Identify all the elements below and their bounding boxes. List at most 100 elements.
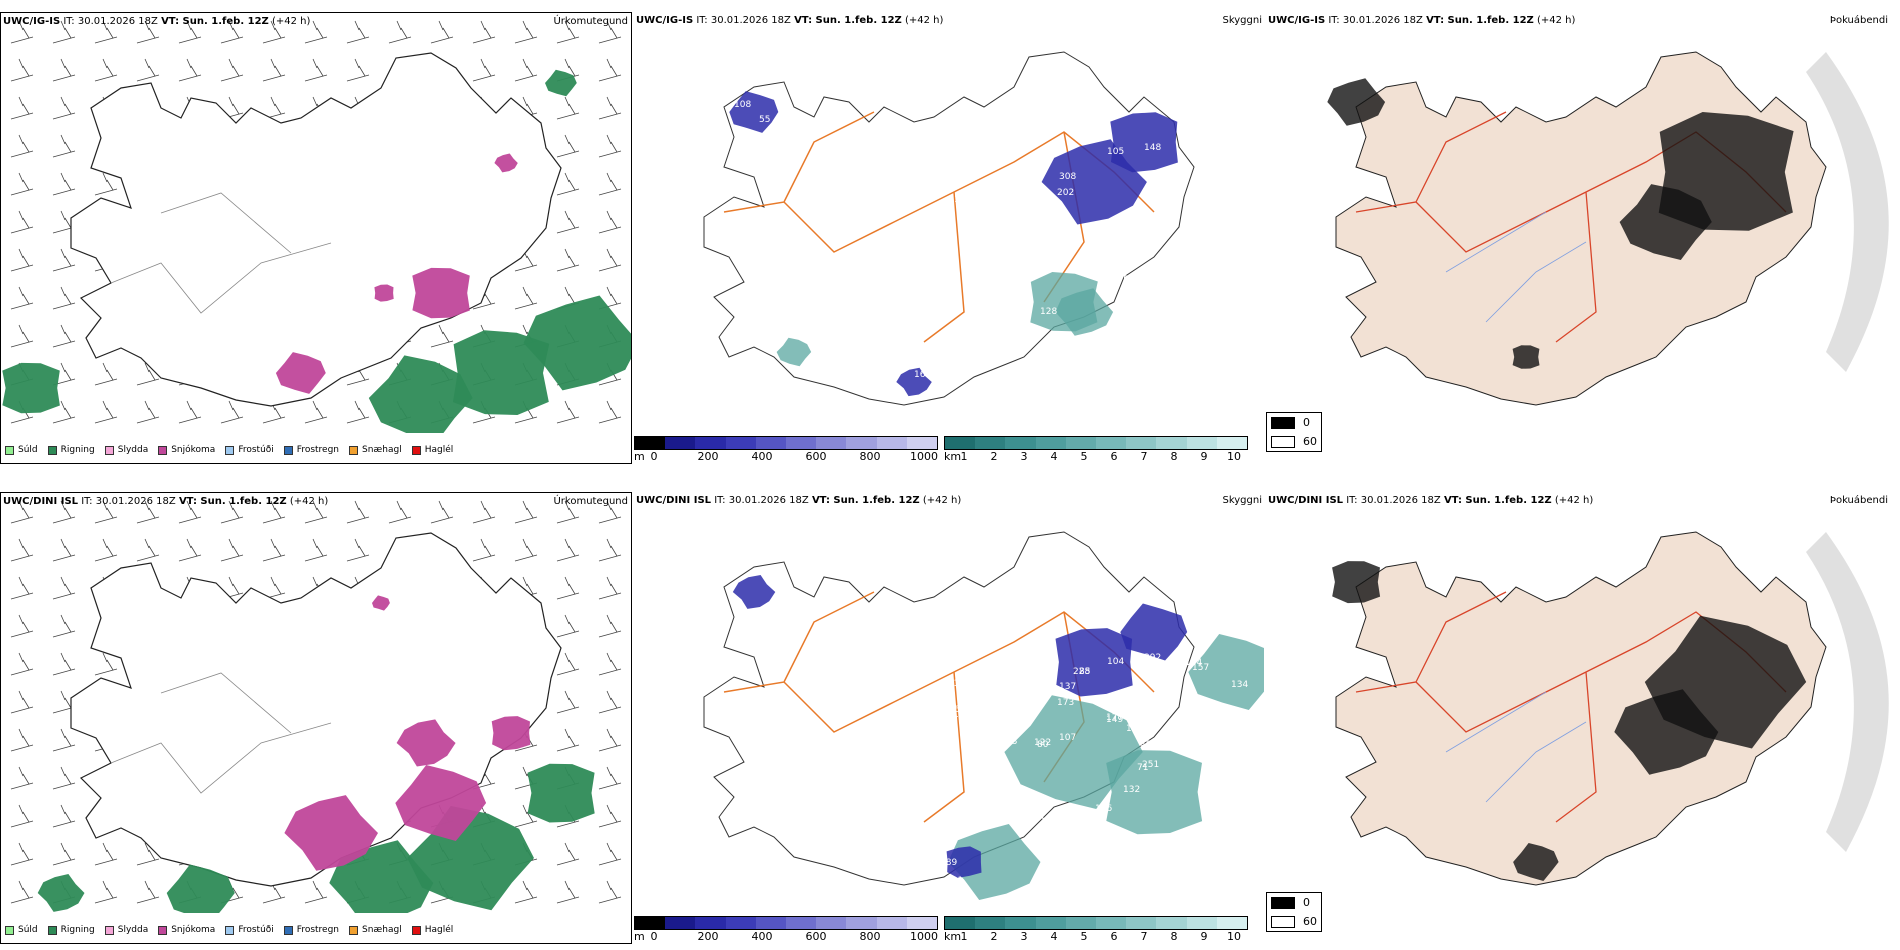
wind-barb bbox=[10, 652, 34, 676]
rain-area bbox=[527, 763, 595, 823]
legend-swatch bbox=[5, 445, 14, 455]
rivers bbox=[1445, 211, 1587, 323]
colorbar-segment bbox=[846, 917, 877, 929]
legend-label: Rigning bbox=[60, 925, 95, 935]
wind-barb bbox=[514, 804, 538, 828]
legend-swatch bbox=[225, 925, 235, 935]
legend-label: Frostregn bbox=[296, 925, 340, 935]
wind-barb bbox=[220, 500, 244, 524]
colorbar-segment bbox=[1005, 917, 1036, 929]
iceland-coastline bbox=[703, 531, 1195, 886]
colorbar-segment bbox=[1126, 917, 1157, 929]
wind-barb bbox=[136, 58, 160, 82]
legend-item: Snæhagl bbox=[349, 925, 402, 935]
colorbar-segment bbox=[1096, 437, 1127, 449]
ceiling-label: 189 bbox=[940, 858, 957, 868]
scale-tick: 6 bbox=[1110, 450, 1118, 463]
legend-item: Slydda bbox=[104, 445, 148, 455]
wind-barb bbox=[52, 652, 76, 676]
wind-barb bbox=[556, 842, 580, 866]
wind-barb bbox=[178, 538, 202, 562]
wind-barb bbox=[598, 538, 622, 562]
ceiling-label: 157 bbox=[952, 894, 969, 904]
scale-tick: 10 bbox=[1227, 450, 1241, 463]
legend-label: Snjókoma bbox=[171, 925, 216, 935]
legend-item: Súld bbox=[5, 445, 38, 455]
wind-barb bbox=[10, 842, 34, 866]
wind-barb bbox=[598, 58, 622, 82]
panel-title: UWC/IG-IS IT: 30.01.2026 18Z VT: Sun. 1.… bbox=[636, 15, 944, 26]
colorbar-segment bbox=[695, 917, 726, 929]
wind-barb bbox=[598, 652, 622, 676]
rain-area bbox=[166, 864, 235, 913]
wind-barb bbox=[136, 362, 160, 386]
wind-barb bbox=[388, 20, 412, 44]
scale-tick: 4 bbox=[1050, 450, 1058, 463]
colorbar-segment bbox=[975, 437, 1006, 449]
wind-barb bbox=[598, 728, 622, 752]
colorbar-segment bbox=[816, 437, 847, 449]
wind-barb bbox=[598, 400, 622, 424]
ceiling-label: 55 bbox=[759, 115, 770, 125]
wind-barb bbox=[304, 880, 328, 904]
legend-label: Slydda bbox=[117, 925, 149, 935]
rain-area bbox=[452, 330, 550, 415]
ceiling-label: 106 bbox=[1231, 170, 1248, 180]
legend-swatch bbox=[349, 445, 359, 455]
legend-swatch bbox=[104, 925, 114, 935]
ceiling-colorbar bbox=[634, 436, 938, 450]
colorbar-segment bbox=[786, 437, 817, 449]
fog-legend: 0 60 bbox=[1266, 892, 1322, 932]
scale-unit: km bbox=[944, 930, 962, 943]
wind-barb bbox=[262, 58, 286, 82]
wind-barb bbox=[556, 210, 580, 234]
wind-barb bbox=[10, 880, 34, 904]
visibility-colorbar bbox=[944, 436, 1248, 450]
colorbar-segment bbox=[1186, 437, 1217, 449]
ceiling-label: 162 bbox=[914, 370, 931, 380]
wind-barb bbox=[52, 842, 76, 866]
fog-area bbox=[1513, 843, 1559, 881]
panel-variable-title: Skyggni bbox=[1222, 495, 1262, 506]
ceiling-label: 308 bbox=[1059, 172, 1076, 182]
ceiling-area bbox=[1120, 603, 1188, 661]
fog-area bbox=[1327, 78, 1386, 126]
ceiling-label: 105 bbox=[1107, 147, 1124, 157]
scale-tick: 800 bbox=[859, 930, 881, 943]
fog-legend-row: 0 bbox=[1267, 413, 1321, 432]
wind-barb bbox=[178, 20, 202, 44]
wind-barb bbox=[598, 96, 622, 120]
ceiling-label: 107 bbox=[1059, 733, 1076, 743]
snow-area bbox=[396, 719, 456, 767]
wind-barb bbox=[10, 500, 34, 524]
ceiling-map: 149 122 85 71 62 157 176 173 107 93 104 132 111 134 10… bbox=[703, 531, 1264, 904]
precip-map bbox=[2, 20, 631, 433]
legend-item: Rigning bbox=[47, 445, 95, 455]
ceiling-label: 251 bbox=[1142, 760, 1159, 770]
ceiling-label: 106 bbox=[1095, 804, 1112, 814]
ceiling-panel-bottom: UWC/DINI ISL IT: 30.01.2026 18Z VT: Sun.… bbox=[634, 492, 1264, 944]
wind-barb bbox=[598, 134, 622, 158]
wind-barb bbox=[598, 614, 622, 638]
wind-barb bbox=[514, 500, 538, 524]
panel-variable-title: Úrkomutegund bbox=[553, 16, 628, 27]
ceiling-label: 123 bbox=[1059, 223, 1076, 233]
scale-tick: 2 bbox=[990, 450, 998, 463]
wind-barb bbox=[52, 576, 76, 600]
wind-barb bbox=[556, 20, 580, 44]
wind-barb bbox=[262, 538, 286, 562]
legend-item: Frostregn bbox=[283, 925, 340, 935]
rain-area bbox=[2, 362, 60, 414]
fog-map bbox=[1327, 51, 1889, 406]
ceiling-label: 128 bbox=[1040, 307, 1057, 317]
legend-item: Slydda bbox=[104, 925, 149, 935]
scale-tick: 1 bbox=[960, 450, 968, 463]
panel-variable-title: Úrkomutegund bbox=[553, 496, 628, 507]
legend-swatch bbox=[349, 925, 359, 935]
legend-swatch bbox=[47, 925, 57, 935]
ceiling-label: 180 bbox=[954, 195, 971, 205]
ceiling-label: 163 bbox=[924, 390, 941, 400]
rain-area bbox=[37, 874, 85, 912]
scale-tick: 3 bbox=[1020, 450, 1028, 463]
ceiling-label: 158 bbox=[1126, 214, 1143, 224]
